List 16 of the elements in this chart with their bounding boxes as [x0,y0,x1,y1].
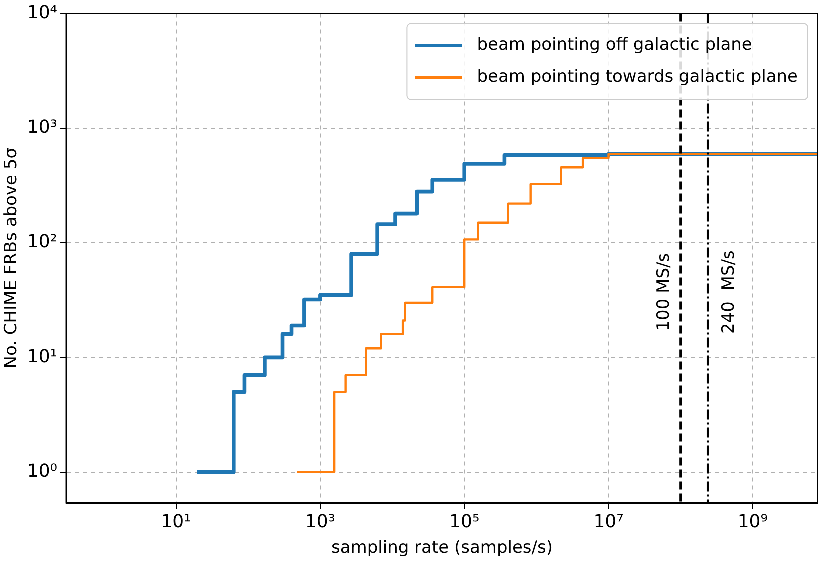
ref-line-label: 240 MS/s [719,250,740,334]
y-tick-label: 10⁰ [27,460,58,482]
legend-label: beam pointing towards galactic plane [477,67,798,88]
legend-label: beam pointing off galactic plane [477,35,752,56]
y-tick-label: 10⁴ [27,2,58,24]
y-tick-label: 10² [27,232,58,253]
x-tick-label: 10³ [305,511,336,532]
y-tick-label: 10¹ [27,346,58,368]
ref-line-label: 100 MS/s [654,253,674,332]
y-axis-title: No. CHIME FRBs above 5σ [2,148,22,369]
x-tick-label: 10⁷ [594,511,624,532]
x-tick-label: 10⁵ [450,511,480,532]
y-tick-label: 10³ [27,117,58,138]
x-axis-title: sampling rate (samples/s) [332,538,554,558]
x-tick-label: 10⁹ [738,511,768,532]
x-tick-label: 10¹ [161,511,192,532]
